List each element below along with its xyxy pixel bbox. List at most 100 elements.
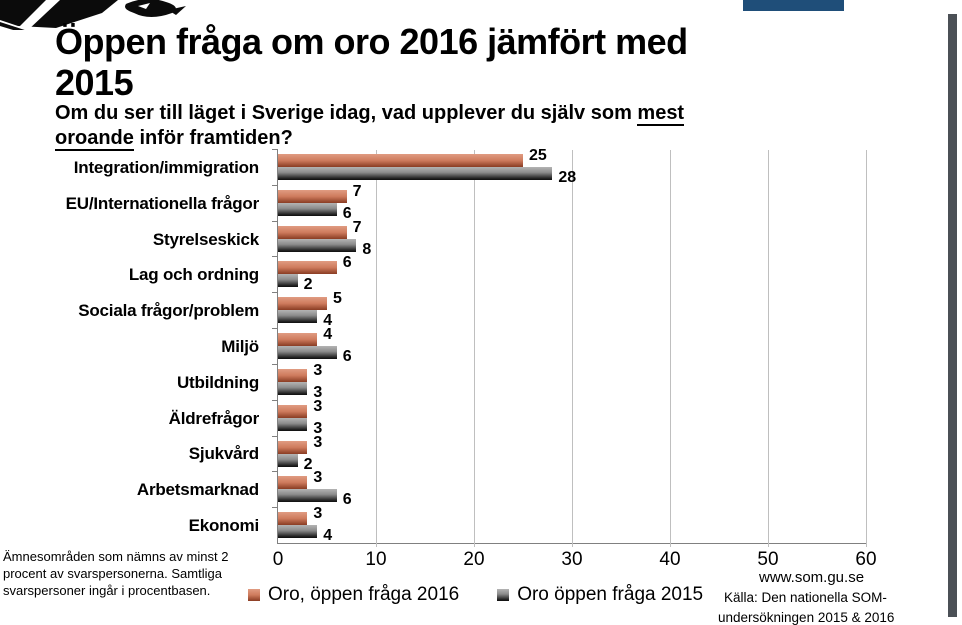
y-axis-tickmark	[272, 328, 278, 330]
bar-2015	[278, 525, 318, 539]
y-axis-tickmark	[272, 507, 278, 509]
value-label-2015: 6	[342, 348, 352, 366]
source-credit-line-1: Källa: Den nationella SOM-	[724, 590, 887, 605]
bar-2016	[278, 333, 318, 347]
value-label-2015: 4	[323, 527, 333, 545]
category-label: EU/Internationella frågor	[65, 193, 260, 213]
bar-2016	[278, 225, 347, 239]
category-label: Ekonomi	[188, 516, 260, 536]
value-label-2015: 2	[303, 455, 313, 473]
value-label-2016: 7	[352, 218, 362, 236]
x-axis: 0 10 20 30 40 50 60	[273, 549, 877, 571]
title-line-1: Öppen fråga om oro 2016 jämfört med	[55, 21, 688, 62]
bar-2016	[278, 476, 308, 490]
subtitle-underlined-word-2: oroande	[55, 127, 134, 151]
chart-row: Lag och ordning 6 2	[129, 254, 866, 294]
chart-row: Äldrefrågor 3 3	[169, 397, 866, 437]
subtitle-text: Om du ser till läget i Sverige idag, vad…	[55, 102, 638, 124]
top-right-blue-element	[743, 0, 844, 11]
x-axis-tick-label: 50	[757, 549, 779, 570]
category-label: Styrelseskick	[152, 229, 259, 249]
x-axis-tick-label: 20	[463, 549, 485, 570]
subtitle-text-end: inför framtiden?	[133, 127, 293, 149]
value-label-2016: 7	[352, 182, 362, 200]
y-axis-tickmark	[272, 220, 278, 222]
value-label-2015: 6	[342, 204, 352, 222]
value-label-2016: 3	[313, 505, 323, 523]
category-label: Sociala frågor/problem	[78, 301, 259, 321]
subtitle-underlined-word-1: mest	[637, 102, 685, 126]
value-label-2015: 6	[342, 491, 352, 509]
bar-2015	[278, 202, 337, 216]
bar-2016	[278, 368, 308, 382]
chart-row: Sociala frågor/problem 5 4	[78, 290, 866, 330]
website-url: www.som.gu.se	[759, 569, 865, 586]
chart-row: Styrelseskick 7 8	[153, 218, 866, 258]
scrollbar[interactable]	[948, 14, 957, 617]
x-axis-tick-label: 30	[561, 549, 583, 570]
gridline	[866, 150, 867, 547]
value-label-2015: 3	[313, 383, 323, 401]
chart-row: Ekonomi 3 4	[189, 505, 866, 545]
x-axis-tick-label: 40	[659, 549, 681, 570]
value-label-2015: 3	[313, 419, 323, 437]
value-label-2015: 2	[303, 276, 313, 294]
bar-2016	[278, 404, 308, 418]
bar-2016	[278, 512, 308, 526]
y-axis-tickmark	[272, 292, 278, 294]
x-axis-tick-label: 60	[855, 549, 877, 570]
page-title: Öppen fråga om oro 2016 jämfört med 2015	[55, 21, 855, 103]
bar-2015	[278, 274, 298, 288]
chart-row: Arbetsmarknad 3 6	[137, 470, 866, 509]
legend-swatch-2016-icon	[248, 589, 260, 601]
value-label-2015: 4	[323, 312, 333, 330]
som-logo-partial	[0, 0, 186, 30]
category-label: Miljö	[221, 336, 259, 356]
value-label-2016: 6	[342, 254, 352, 272]
legend-swatch-2015-icon	[497, 589, 510, 601]
gridline	[670, 150, 671, 547]
bar-chart-plot-area: 0 10 20 30 40 50 60 Integration/immigration 25 2…	[66, 148, 877, 571]
value-label-2016: 3	[313, 397, 323, 415]
bar-2015	[278, 346, 337, 360]
bar-2016	[278, 189, 347, 203]
y-axis-tickmark	[272, 435, 278, 437]
category-label: Integration/immigration	[73, 157, 259, 177]
bar-2016	[278, 261, 337, 275]
chart-row: Sjukvård 3 2	[189, 433, 866, 473]
chart-row: EU/Internationella frågor 7 6	[66, 182, 866, 222]
y-axis-tickmark	[272, 471, 278, 473]
bar-2015	[278, 381, 308, 395]
category-label: Äldrefrågor	[168, 408, 260, 428]
legend-label-2015: Oro öppen fråga 2015	[517, 584, 704, 605]
bar-2015	[278, 167, 553, 180]
y-axis-tickmark	[272, 399, 278, 401]
value-label-2015: 8	[362, 240, 372, 258]
title-line-2: 2015	[55, 62, 134, 103]
legend-label-2016: Oro, öppen fråga 2016	[268, 584, 460, 605]
gridline	[768, 150, 769, 547]
bar-2015	[278, 453, 298, 467]
chart-row: Integration/immigration 25 28	[74, 148, 866, 186]
category-label: Sjukvård	[188, 444, 259, 464]
gridline	[474, 150, 475, 547]
bar-2016	[278, 297, 327, 311]
legend-item-2015: Oro öppen fråga 2015	[497, 584, 703, 606]
value-label-2016: 4	[323, 326, 333, 344]
chart-row: Miljö 4 6	[221, 326, 866, 366]
source-credit-line-2-clipped: undersökningen 2015 & 2016	[718, 610, 895, 625]
bar-2016	[278, 154, 523, 167]
bar-2015	[278, 238, 357, 252]
bar-2015	[278, 417, 308, 431]
y-axis-tickmark	[272, 149, 278, 150]
gridline	[572, 150, 573, 547]
x-axis-tick-label: 0	[272, 549, 284, 570]
category-label: Lag och ordning	[128, 265, 259, 285]
y-axis-tickmark	[272, 256, 278, 258]
value-label-2016: 3	[313, 433, 323, 451]
value-label-2016: 3	[313, 361, 323, 379]
y-axis-tickmark	[272, 184, 278, 186]
value-label-2016: 5	[332, 290, 342, 308]
legend-item-2016: Oro, öppen fråga 2016	[248, 584, 459, 606]
